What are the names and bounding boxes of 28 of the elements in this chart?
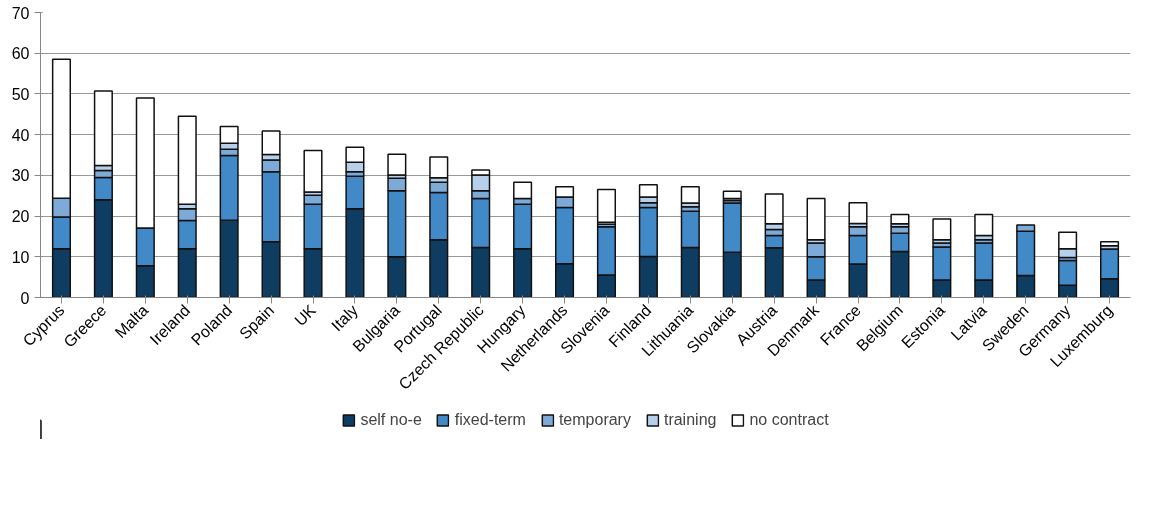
- y-tick-label: 10: [11, 248, 30, 266]
- bar: [303, 149, 323, 193]
- y-tick-label: 20: [11, 208, 30, 226]
- bar: [848, 201, 868, 225]
- bar: [387, 153, 407, 176]
- bar: [680, 186, 700, 204]
- bar: [93, 90, 113, 167]
- x-tick-label: UK: [291, 301, 320, 330]
- bar: [596, 188, 617, 223]
- bar: [1099, 240, 1120, 247]
- legend-label: fixed-term: [454, 411, 526, 429]
- y-tick-label: 30: [11, 167, 30, 185]
- legend-label: self no-e: [360, 411, 422, 429]
- bar: [806, 197, 826, 241]
- y-tick-label: 60: [11, 45, 30, 63]
- bar: [890, 213, 910, 225]
- bar: [429, 156, 449, 179]
- y-tick-label: 70: [11, 4, 30, 22]
- y-tick-label: 40: [11, 126, 30, 144]
- legend-label: training: [663, 411, 717, 429]
- bar: [932, 218, 952, 241]
- bar: [722, 190, 742, 200]
- bar: [974, 213, 994, 237]
- y-tick-label: 50: [11, 85, 30, 103]
- y-tick-label: 0: [20, 289, 30, 307]
- legend-label: temporary: [558, 411, 631, 429]
- bar: [177, 115, 197, 206]
- legend-label: no contract: [749, 411, 829, 429]
